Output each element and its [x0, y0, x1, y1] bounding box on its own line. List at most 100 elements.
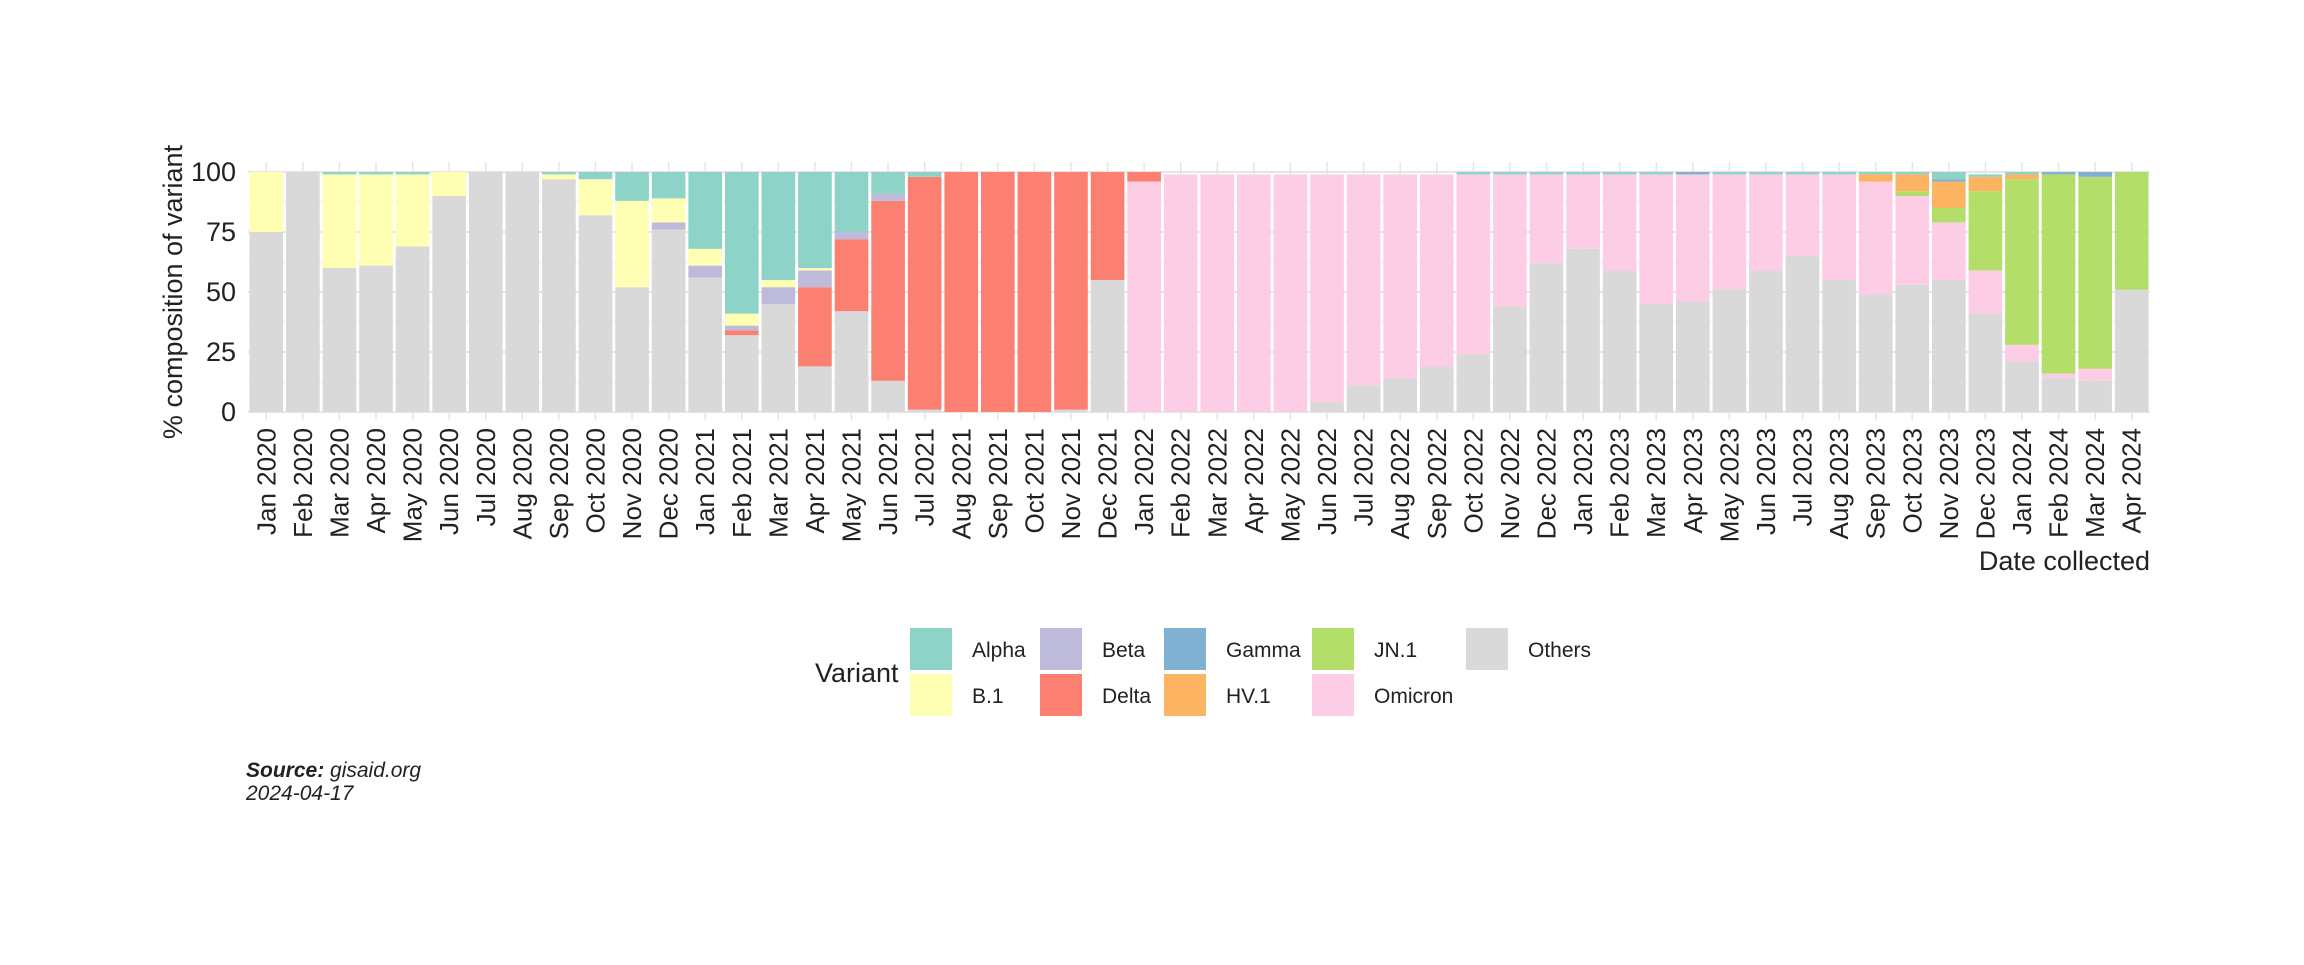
legend-label: B.1: [972, 685, 1004, 708]
bar-segment: [1346, 385, 1381, 412]
bar-segment: [2041, 373, 2076, 379]
y-tick-label: 50: [206, 277, 236, 307]
bar-segment: [1785, 172, 1820, 175]
bar-segment: [2041, 172, 2076, 175]
bar-segment: [1749, 172, 1783, 175]
bar-segment: [359, 174, 393, 266]
legend-swatch: [1312, 674, 1354, 716]
bar-segment: [1602, 174, 1637, 271]
bar-segment: [798, 366, 832, 412]
y-axis-label: % composition of variant: [158, 144, 188, 439]
bar-segment: [2078, 176, 2112, 369]
x-tick-label: Aug 2022: [1385, 428, 1415, 539]
bar-segment: [468, 172, 503, 412]
bar-segment: [1310, 174, 1344, 403]
x-tick-label: Jul 2023: [1788, 428, 1818, 526]
bar-segment: [286, 172, 320, 412]
legend-title: Variant: [815, 658, 899, 688]
bar-segment: [724, 330, 759, 336]
x-tick-label: Jan 2023: [1568, 428, 1598, 535]
legend-swatch: [910, 674, 952, 716]
bar-segment: [907, 176, 942, 410]
y-tick-label: 25: [206, 337, 236, 367]
bar-segment: [798, 287, 832, 367]
bar-segment: [432, 196, 466, 412]
bar-segment: [688, 248, 723, 266]
y-tick-label: 75: [206, 217, 236, 247]
x-tick-label: Dec 2020: [654, 428, 684, 539]
legend-label: HV.1: [1226, 685, 1271, 708]
bar-segment: [724, 172, 759, 314]
bar-segment: [1456, 174, 1491, 355]
bar-segment: [1127, 181, 1161, 412]
bar-segment: [761, 304, 796, 412]
bar-segment: [1017, 172, 1052, 412]
bar-segment: [1237, 174, 1271, 412]
x-tick-label: Jul 2020: [471, 428, 501, 526]
x-tick-label: May 2020: [398, 428, 428, 542]
bar-segment: [1932, 181, 1966, 208]
x-tick-label: Jul 2021: [910, 428, 940, 526]
bar-segment: [2114, 289, 2149, 412]
bar-segment: [1383, 378, 1417, 412]
x-tick-label: Feb 2024: [2044, 428, 2074, 538]
bar-segment: [1639, 304, 1674, 412]
bar-segment: [2078, 368, 2112, 381]
bar-segment: [688, 265, 723, 278]
bar-segment: [2005, 361, 2039, 412]
legend-label: Omicron: [1374, 685, 1453, 708]
bar-segment: [1895, 172, 1930, 175]
legend-swatch: [1164, 628, 1206, 670]
bar-segment: [1127, 172, 1161, 182]
bar-segment: [798, 270, 832, 288]
x-tick-label: Sep 2022: [1422, 428, 1452, 539]
bar-segment: [2041, 378, 2076, 412]
bar-segment: [834, 311, 869, 412]
bar-segment: [1749, 174, 1783, 271]
legend-label: JN.1: [1374, 639, 1417, 662]
bar-segment: [798, 268, 832, 271]
legend-label: Delta: [1102, 685, 1151, 708]
x-tick-label: Apr 2024: [2117, 428, 2147, 534]
bar-segment: [1566, 172, 1600, 175]
bar-segment: [1163, 174, 1198, 412]
bar-segment: [834, 232, 869, 240]
bar-segment: [1200, 174, 1235, 412]
bar-segment: [1858, 174, 1893, 182]
x-tick-label: Sep 2021: [983, 428, 1013, 539]
bar-segment: [834, 172, 869, 232]
legend-label: Others: [1528, 639, 1591, 662]
bar-segment: [395, 172, 430, 175]
bar-segment: [578, 215, 613, 412]
bar-segment: [1090, 172, 1125, 280]
x-tick-label: Aug 2023: [1824, 428, 1854, 539]
bar-segment: [688, 277, 723, 412]
bar-segment: [1712, 174, 1747, 290]
bar-segment: [761, 287, 796, 304]
bar-segment: [907, 409, 942, 412]
x-tick-label: Feb 2022: [1166, 428, 1196, 538]
x-tick-label: Jun 2021: [873, 428, 903, 535]
x-tick-label: Jun 2020: [434, 428, 464, 535]
legend-label: Gamma: [1226, 639, 1301, 662]
bar-segment: [1895, 284, 1930, 412]
x-tick-label: May 2021: [837, 428, 867, 542]
x-tick-label: Mar 2022: [1202, 428, 1232, 538]
bar-segment: [1493, 174, 1527, 307]
legend-label: Beta: [1102, 639, 1146, 662]
x-tick-label: Nov 2020: [617, 428, 647, 539]
bar-segment: [1968, 176, 2003, 192]
bar-segment: [249, 172, 284, 232]
bar-segment: [2078, 172, 2112, 177]
bar-segment: [944, 172, 979, 412]
bar-segment: [1639, 174, 1674, 304]
bar-segment: [1675, 301, 1710, 412]
bar-segment: [1822, 280, 1856, 412]
bar-segment: [1968, 270, 2003, 314]
bar-segment: [1054, 172, 1088, 410]
bar-segment: [1090, 280, 1125, 412]
legend-swatch: [1040, 628, 1082, 670]
bar-segment: [871, 200, 905, 381]
bar-segment: [1932, 208, 1966, 223]
caption-source-label: Source:: [246, 759, 324, 782]
